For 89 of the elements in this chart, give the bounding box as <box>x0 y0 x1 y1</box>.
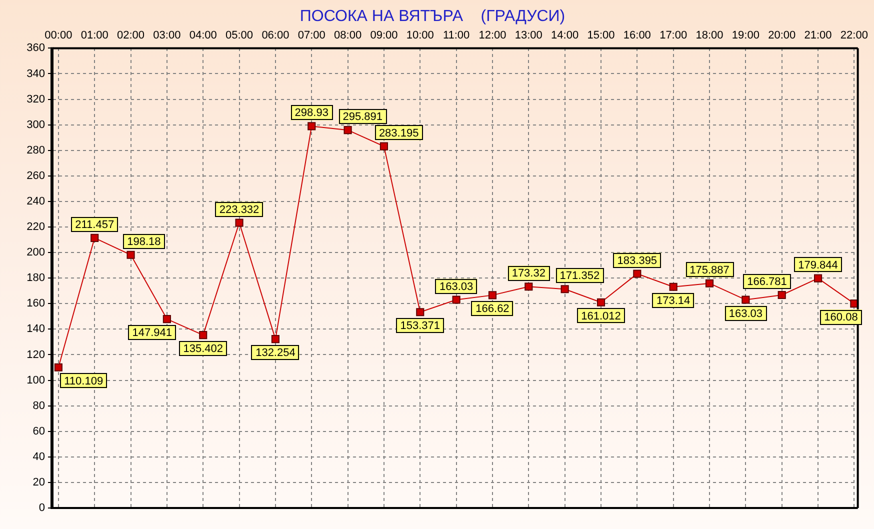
data-label: 173.32 <box>512 268 546 280</box>
x-tick-label: 19:00 <box>732 30 760 42</box>
y-tick-label: 200 <box>26 246 45 259</box>
x-tick-label: 15:00 <box>587 30 615 42</box>
data-label: 132.254 <box>256 347 296 360</box>
y-tick-label: 40 <box>32 450 45 463</box>
data-label: 161.012 <box>581 310 621 322</box>
point <box>126 250 135 259</box>
y-tick-label: 180 <box>26 272 45 284</box>
point <box>596 298 606 306</box>
data-label: 160.08 <box>824 312 858 324</box>
data-label: 153.371 <box>400 320 440 332</box>
point <box>560 285 569 294</box>
x-tick-label: 18:00 <box>696 30 724 42</box>
point <box>416 308 424 316</box>
y-tick-label: 80 <box>32 400 45 412</box>
data-label: 171.352 <box>560 270 600 282</box>
point <box>344 126 352 134</box>
point <box>850 300 858 308</box>
x-tick-label: 06:00 <box>262 30 290 42</box>
x-tick-label: 02:00 <box>117 30 145 42</box>
data-label: 295.891 <box>342 111 383 124</box>
data-label: 163.03 <box>439 280 474 293</box>
x-tick-label: 01:00 <box>80 30 108 42</box>
data-label: 198.18 <box>127 236 161 248</box>
point <box>669 282 678 291</box>
y-tick-label: 220 <box>26 221 45 234</box>
point <box>90 234 99 242</box>
data-label: 298.93 <box>294 107 328 120</box>
data-label: 166.62 <box>476 303 510 316</box>
point <box>308 122 316 130</box>
y-tick-label: 0 <box>38 502 45 514</box>
y-tick-label: 60 <box>32 425 45 438</box>
x-tick-label: 22:00 <box>840 30 868 42</box>
data-label: 173.14 <box>656 294 690 307</box>
data-label: 166.781 <box>747 276 787 288</box>
point <box>380 142 388 150</box>
point <box>814 274 822 282</box>
y-tick-label: 160 <box>26 298 45 310</box>
point <box>271 335 280 344</box>
x-tick-label: 14:00 <box>551 30 579 42</box>
y-tick-label: 280 <box>26 144 45 156</box>
x-tick-label: 11:00 <box>442 30 470 42</box>
data-label: 183.395 <box>617 254 658 267</box>
data-label: 163.03 <box>728 308 763 320</box>
x-tick-label: 13:00 <box>514 30 542 42</box>
x-tick-label: 00:00 <box>44 30 72 42</box>
x-tick-label: 16:00 <box>623 30 651 42</box>
data-label: 175.887 <box>690 264 730 276</box>
y-tick-label: 340 <box>26 68 45 80</box>
data-label: 110.109 <box>64 375 104 388</box>
data-label: 135.402 <box>183 343 223 356</box>
point <box>452 296 460 304</box>
point <box>705 279 714 288</box>
x-tick-label: 05:00 <box>226 30 254 42</box>
y-tick-label: 240 <box>26 196 45 208</box>
y-tick-label: 140 <box>26 323 45 336</box>
data-label: 147.941 <box>132 327 172 340</box>
point <box>778 290 786 300</box>
y-tick-label: 320 <box>26 93 45 106</box>
x-tick-label: 08:00 <box>334 30 362 42</box>
x-tick-label: 10:00 <box>406 30 434 42</box>
data-label: 179.844 <box>798 259 838 272</box>
point <box>488 291 497 300</box>
y-tick-label: 20 <box>32 476 45 488</box>
x-tick-label: 20:00 <box>768 30 796 42</box>
data-label: 223.332 <box>219 204 260 216</box>
x-tick-label: 03:00 <box>153 30 181 42</box>
point <box>54 363 62 372</box>
chart-title: ПОСОКА НА ВЯТЪРА (ГРАДУСИ) <box>300 8 566 26</box>
point <box>524 282 533 291</box>
x-tick-label: 12:00 <box>478 30 506 42</box>
x-tick-label: 21:00 <box>804 30 832 42</box>
y-tick-label: 120 <box>26 348 45 361</box>
point <box>235 218 244 227</box>
y-tick-label: 260 <box>26 170 45 182</box>
data-label: 283.195 <box>378 127 419 140</box>
y-tick-label: 100 <box>26 374 45 386</box>
x-tick-label: 07:00 <box>298 30 326 42</box>
x-tick-label: 04:00 <box>189 30 217 42</box>
y-tick-label: 300 <box>26 118 45 131</box>
x-tick-label: 09:00 <box>370 30 398 42</box>
point <box>742 296 750 304</box>
point <box>633 270 642 278</box>
y-tick-label: 360 <box>26 42 45 54</box>
x-tick-label: 17:00 <box>660 30 688 42</box>
point <box>199 331 208 340</box>
point <box>162 315 171 324</box>
data-label: 211.457 <box>75 218 114 231</box>
